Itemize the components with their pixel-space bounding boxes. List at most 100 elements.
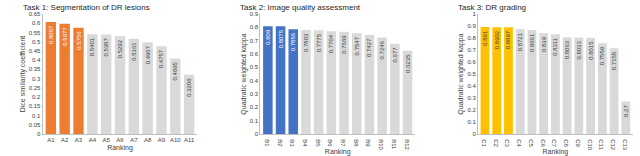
svg-text:0.5387: 0.5387 [103, 38, 109, 57]
svg-text:0.8063: 0.8063 [564, 40, 570, 59]
svg-text:C9: C9 [575, 139, 581, 147]
svg-text:0.7547: 0.7547 [354, 36, 360, 55]
svg-text:B6: B6 [327, 139, 333, 147]
svg-text:0.7427: 0.7427 [366, 38, 372, 57]
svg-text:0.6: 0.6 [467, 59, 476, 65]
svg-text:B12: B12 [404, 139, 410, 150]
svg-text:0.7856: 0.7856 [290, 32, 296, 51]
svg-text:0.677: 0.677 [392, 47, 398, 63]
svg-text:0.7: 0.7 [467, 47, 476, 53]
svg-text:0.4: 0.4 [32, 57, 41, 63]
svg-text:C5: C5 [528, 139, 534, 147]
svg-text:B1: B1 [264, 139, 270, 147]
svg-text:0.3206: 0.3206 [186, 78, 192, 97]
svg-text:C13: C13 [622, 139, 628, 151]
svg-text:B7: B7 [340, 139, 346, 147]
svg-text:0.4095: 0.4095 [172, 61, 178, 80]
svg-text:0.8902: 0.8902 [494, 30, 500, 49]
svg-text:0.65: 0.65 [29, 11, 41, 17]
svg-text:0.891: 0.891 [482, 30, 488, 46]
svg-text:0.4757: 0.4757 [158, 49, 164, 68]
svg-text:A6: A6 [116, 137, 124, 143]
svg-text:A1: A1 [47, 137, 55, 143]
svg-text:0.9: 0.9 [467, 23, 476, 29]
svg-text:1: 1 [472, 11, 476, 17]
svg-text:0: 0 [37, 131, 41, 137]
svg-text:0.5401: 0.5401 [89, 37, 95, 56]
svg-text:0.9: 0.9 [250, 11, 259, 17]
svg-text:0.7803: 0.7803 [303, 33, 309, 52]
svg-text:0.45: 0.45 [29, 48, 41, 54]
svg-text:0.7704: 0.7704 [328, 34, 334, 53]
svg-text:0.5161: 0.5161 [131, 42, 137, 61]
svg-text:A7: A7 [130, 137, 138, 143]
svg-text:0.5756: 0.5756 [76, 31, 82, 50]
svg-text:0.8033: 0.8033 [576, 41, 582, 60]
svg-text:C2: C2 [493, 139, 499, 147]
svg-text:Task 1: Segmentation of DR les: Task 1: Segmentation of DR lesions [23, 3, 150, 12]
svg-text:C3: C3 [504, 139, 510, 147]
svg-text:0.7246: 0.7246 [379, 40, 385, 59]
svg-text:B5: B5 [315, 139, 321, 147]
svg-text:Quadratic weighted kappa: Quadratic weighted kappa [457, 33, 465, 114]
svg-text:C6: C6 [540, 139, 546, 147]
svg-text:B3: B3 [289, 139, 295, 147]
svg-text:0.2: 0.2 [467, 107, 476, 113]
svg-text:A8: A8 [144, 137, 152, 143]
svg-text:Task 2: Image quality assessme: Task 2: Image quality assessment [240, 3, 361, 12]
svg-text:0.05: 0.05 [29, 122, 41, 128]
svg-text:0.35: 0.35 [29, 66, 41, 72]
svg-text:A11: A11 [184, 137, 195, 143]
svg-text:B8: B8 [353, 139, 359, 147]
svg-text:0.809: 0.809 [265, 29, 271, 45]
svg-text:0.4: 0.4 [467, 83, 476, 89]
svg-text:A2: A2 [61, 137, 69, 143]
svg-text:0.2: 0.2 [250, 104, 259, 110]
svg-text:0.7: 0.7 [250, 38, 259, 44]
svg-text:A3: A3 [75, 137, 83, 143]
svg-text:Dice similarity coefficient: Dice similarity coefficient [19, 36, 27, 113]
svg-text:0.7669: 0.7669 [341, 35, 347, 54]
svg-text:B11: B11 [391, 139, 397, 150]
svg-text:0.4: 0.4 [250, 78, 259, 84]
svg-text:0.6: 0.6 [250, 51, 259, 57]
svg-text:0.2: 0.2 [32, 94, 41, 100]
svg-text:0.7775: 0.7775 [316, 33, 322, 52]
svg-text:B10: B10 [378, 139, 384, 150]
svg-text:0.8897: 0.8897 [505, 30, 511, 49]
svg-text:0.8: 0.8 [250, 24, 259, 30]
svg-text:A5: A5 [102, 137, 110, 143]
svg-text:0.27: 0.27 [623, 105, 629, 117]
svg-text:0.6235: 0.6235 [405, 54, 411, 73]
svg-text:C10: C10 [587, 139, 593, 151]
svg-text:0.1: 0.1 [32, 113, 41, 119]
svg-text:0.3: 0.3 [250, 91, 259, 97]
svg-text:0.5977: 0.5977 [62, 27, 68, 46]
svg-text:A9: A9 [158, 137, 166, 143]
svg-text:0.3: 0.3 [32, 76, 41, 82]
svg-text:C12: C12 [610, 139, 616, 151]
svg-text:Ranking: Ranking [107, 144, 133, 152]
svg-text:0.8311: 0.8311 [552, 37, 558, 56]
svg-text:0.8721: 0.8721 [517, 32, 523, 51]
svg-text:0.3: 0.3 [467, 95, 476, 101]
svg-text:0.6: 0.6 [32, 20, 41, 26]
svg-text:Quadratic weighted kappa: Quadratic weighted kappa [240, 33, 248, 114]
svg-text:0.6067: 0.6067 [48, 25, 54, 44]
svg-text:B2: B2 [277, 139, 283, 147]
svg-text:0.55: 0.55 [29, 30, 41, 36]
svg-text:0: 0 [255, 131, 259, 137]
svg-text:0.15: 0.15 [29, 103, 41, 109]
svg-text:0.5: 0.5 [32, 39, 41, 45]
svg-text:0.5292: 0.5292 [117, 39, 123, 58]
svg-text:Ranking: Ranking [543, 148, 569, 156]
svg-text:C1: C1 [481, 139, 487, 147]
svg-text:0.8: 0.8 [467, 35, 476, 41]
svg-text:0.8661: 0.8661 [529, 33, 535, 52]
svg-text:0.1: 0.1 [250, 118, 259, 124]
svg-text:0.1: 0.1 [467, 119, 476, 125]
svg-text:C4: C4 [516, 139, 522, 147]
svg-text:B4: B4 [302, 139, 308, 147]
svg-text:B9: B9 [365, 139, 371, 147]
svg-text:C7: C7 [551, 139, 557, 147]
